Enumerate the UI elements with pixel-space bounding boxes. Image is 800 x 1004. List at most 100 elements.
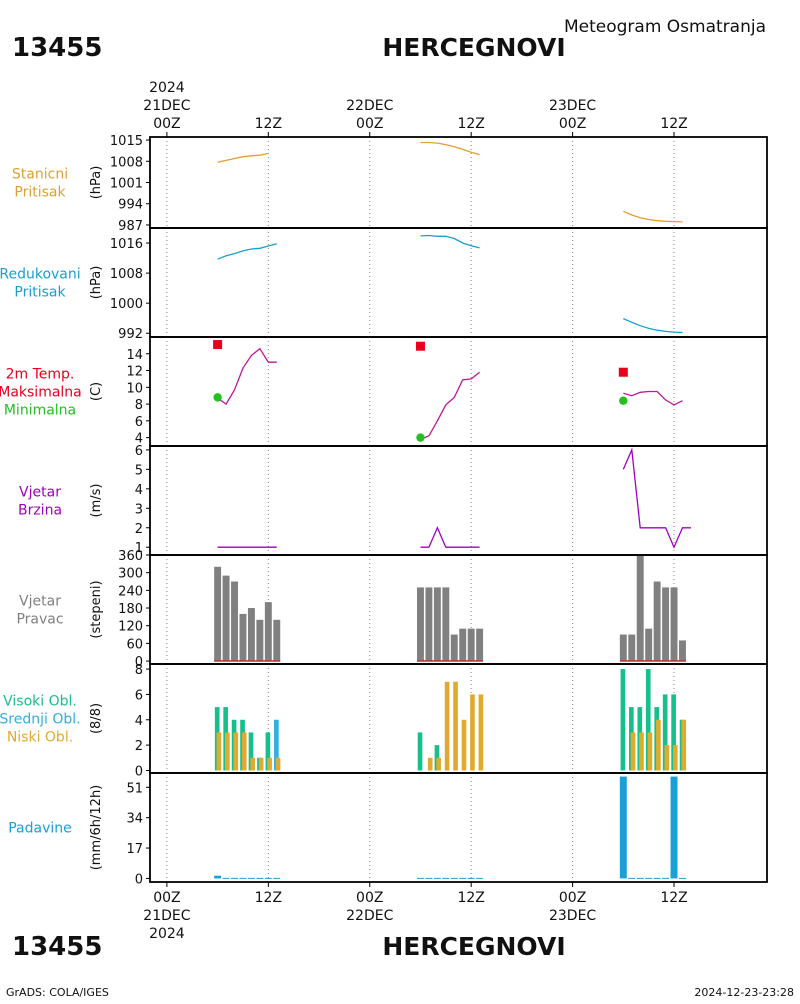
panel-wind_speed: 1 2 3 4 5 6 (m/s) Vjetar Brzina [18, 444, 768, 556]
y-tick-label: 360 [118, 549, 143, 564]
panel-label-line: Vjetar [19, 485, 61, 501]
y-tick-label: 1 [135, 541, 143, 556]
station-name-bottom: HERCEGNOVI [382, 932, 565, 961]
time-tick-label-top: 12Z [255, 116, 282, 132]
panel-reduced_pressure: 992 1000 1008 1016 (hPa) Redukovani Pritisak [0, 227, 768, 342]
bar-wind_direction [273, 619, 281, 662]
bar-wind_direction [645, 628, 653, 662]
y-tick-label: 180 [118, 602, 143, 617]
y-tick-label: 1016 [110, 237, 143, 252]
bar-precipitation [256, 877, 264, 879]
max-temp-marker [618, 367, 628, 377]
panel-label-line: Pritisak [14, 285, 66, 301]
bar-precipitation [467, 877, 475, 879]
bar-precipitation [264, 877, 272, 879]
y-tick-label: 0 [135, 764, 143, 779]
time-tick-label-top: 00Z [356, 116, 383, 132]
bar-clouds [647, 732, 653, 771]
bar-wind_direction [662, 587, 670, 662]
panel-label-line: Minimalna [4, 403, 76, 419]
series-line-station_pressure [420, 141, 480, 156]
panel-label-line: Brzina [18, 503, 62, 519]
y-tick-label: 1015 [110, 134, 143, 149]
panel-wind_direction: 0 60 120 180 240 300 360 (stepeni) Vjetar Pravac [16, 549, 768, 670]
bar-clouds [662, 694, 668, 771]
panel-label-line: 2m Temp. [6, 367, 75, 383]
bar-wind_direction [222, 575, 230, 662]
bar-clouds [470, 694, 475, 771]
axis-unit-label: (stepeni) [89, 580, 104, 638]
bar-clouds [267, 757, 272, 771]
series-line-wind_speed [622, 447, 691, 549]
time-tick-label-bottom: 12Z [457, 890, 484, 906]
bar-precipitation [222, 877, 230, 879]
bar-wind_direction [628, 634, 636, 662]
panel-label-line: Niski Obl. [7, 730, 73, 746]
min-temp-marker [416, 433, 425, 442]
bar-precipitation [619, 776, 627, 879]
bar-precipitation [417, 877, 424, 879]
bar-clouds [681, 719, 687, 771]
bar-clouds [461, 719, 467, 771]
y-tick-label: 120 [118, 620, 143, 635]
y-tick-label: 4 [135, 483, 143, 498]
series-line-wind_speed [420, 526, 480, 548]
bar-wind_direction [433, 587, 441, 662]
time-tick-label-bottom: 12Z [255, 890, 282, 906]
bar-clouds [427, 757, 433, 771]
bar-wind_direction [459, 628, 467, 662]
panel-label-line: Maksimalna [0, 385, 82, 401]
y-tick-label: 4 [135, 714, 143, 729]
panel-label-line: Stanicni [12, 167, 68, 183]
bar-precipitation [679, 877, 686, 879]
bar-precipitation [653, 877, 661, 879]
bar-precipitation [273, 877, 281, 879]
bar-wind_direction [619, 634, 627, 662]
series-line-temperature [623, 390, 683, 406]
series-line-reduced_pressure [623, 318, 683, 334]
panel-label-line: Visoki Obl. [3, 694, 77, 710]
time-tick-label-top: 12Z [457, 116, 484, 132]
bar-clouds [265, 732, 271, 771]
panel-label-line: Padavine [8, 821, 72, 837]
y-tick-label: 34 [126, 812, 143, 827]
bar-clouds [664, 745, 670, 771]
min-temp-marker [213, 393, 222, 402]
station-name-top: HERCEGNOVI [382, 33, 565, 62]
y-tick-label: 992 [118, 327, 143, 342]
date-label-bottom: 23DEC [549, 908, 596, 924]
bar-precipitation [231, 877, 238, 879]
bar-wind_direction [231, 581, 238, 662]
plot-area: 00Z21DEC202400Z21DEC202412Z12Z00Z22DEC00… [0, 80, 768, 942]
bar-wind_direction [450, 634, 458, 662]
bar-precipitation [425, 877, 433, 879]
bar-clouds [620, 669, 626, 771]
max-temp-marker [415, 341, 425, 351]
bar-clouds [453, 681, 458, 771]
bar-wind_direction [425, 587, 433, 662]
axis-unit-label: (8/8) [89, 703, 104, 734]
series-line-station_pressure [217, 152, 269, 163]
time-tick-label-top: 00Z [559, 116, 586, 132]
bar-clouds [250, 757, 256, 771]
credit-label: GrADS: COLA/IGES [6, 986, 109, 999]
bar-precipitation [476, 877, 484, 879]
y-tick-label: 0 [135, 872, 143, 887]
panel-label-line: Pravac [16, 612, 63, 628]
bar-precipitation [442, 877, 450, 879]
y-tick-label: 6 [135, 688, 143, 703]
bar-precipitation [247, 877, 255, 879]
y-tick-label: 5 [135, 463, 143, 478]
date-label-bottom: 22DEC [346, 908, 393, 924]
y-tick-label: 2 [135, 739, 143, 754]
bar-precipitation [662, 877, 670, 879]
bar-wind_direction [239, 613, 247, 662]
date-label-top: 21DEC [143, 98, 190, 114]
axis-unit-label: (C) [89, 382, 104, 401]
station-id-top: 13455 [12, 33, 102, 63]
bar-wind_direction [256, 619, 264, 662]
y-tick-label: 1008 [110, 155, 143, 170]
bar-precipitation [459, 877, 467, 879]
